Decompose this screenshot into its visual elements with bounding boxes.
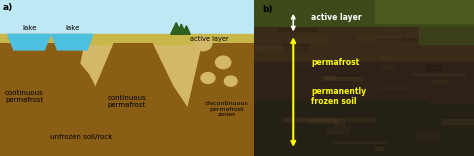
Text: b): b) [263, 5, 273, 14]
Bar [290, 38, 327, 41]
Bar [380, 65, 394, 68]
Polygon shape [177, 24, 186, 34]
Ellipse shape [224, 76, 237, 86]
Bar [375, 0, 474, 23]
Ellipse shape [194, 37, 212, 51]
Bar [427, 65, 440, 70]
Polygon shape [0, 44, 254, 156]
Text: permanently
frozen soil: permanently frozen soil [311, 87, 366, 106]
Bar [414, 133, 441, 138]
Bar [378, 87, 409, 89]
Polygon shape [188, 44, 254, 156]
Bar [322, 77, 362, 80]
Bar [433, 80, 447, 82]
Text: unfrozen soil/rock: unfrozen soil/rock [50, 134, 112, 140]
Polygon shape [171, 23, 182, 34]
Text: permafrost: permafrost [311, 58, 359, 67]
Bar [254, 101, 474, 156]
Bar [278, 28, 317, 31]
Bar [326, 127, 349, 133]
Bar [378, 38, 422, 40]
Bar [318, 56, 325, 59]
Bar [296, 36, 343, 37]
Text: active layer: active layer [190, 36, 229, 42]
Text: discontinuous
permafrost
zones: discontinuous permafrost zones [205, 101, 249, 117]
Bar [333, 141, 387, 144]
Polygon shape [0, 44, 107, 156]
Polygon shape [52, 34, 93, 50]
Text: continuous
permafrost: continuous permafrost [5, 90, 44, 103]
Polygon shape [96, 44, 190, 156]
Polygon shape [61, 44, 84, 66]
Bar [254, 27, 474, 62]
Bar [405, 32, 419, 38]
Polygon shape [182, 26, 190, 34]
Bar [411, 73, 465, 76]
Text: a): a) [2, 3, 13, 12]
Bar [283, 44, 309, 50]
Bar [255, 46, 300, 50]
Ellipse shape [201, 73, 215, 83]
Bar [254, 0, 474, 27]
Bar [284, 118, 334, 121]
Bar [325, 76, 335, 79]
Bar [419, 27, 474, 44]
Polygon shape [0, 34, 254, 44]
Bar [442, 119, 474, 124]
Bar [0, 0, 254, 70]
Bar [321, 118, 374, 121]
Bar [428, 102, 474, 103]
Bar [378, 49, 410, 53]
Bar [335, 119, 344, 125]
Bar [381, 56, 392, 60]
Bar [309, 119, 337, 123]
Text: lake: lake [22, 25, 36, 31]
Text: lake: lake [65, 25, 80, 31]
Polygon shape [17, 44, 42, 72]
Bar [292, 64, 308, 66]
Bar [357, 36, 400, 40]
Text: continuous
permafrost: continuous permafrost [108, 95, 146, 108]
Bar [378, 27, 401, 30]
Ellipse shape [216, 56, 231, 69]
Text: active layer: active layer [311, 13, 362, 22]
Bar [254, 62, 474, 101]
Bar [375, 147, 383, 150]
Polygon shape [8, 34, 51, 50]
